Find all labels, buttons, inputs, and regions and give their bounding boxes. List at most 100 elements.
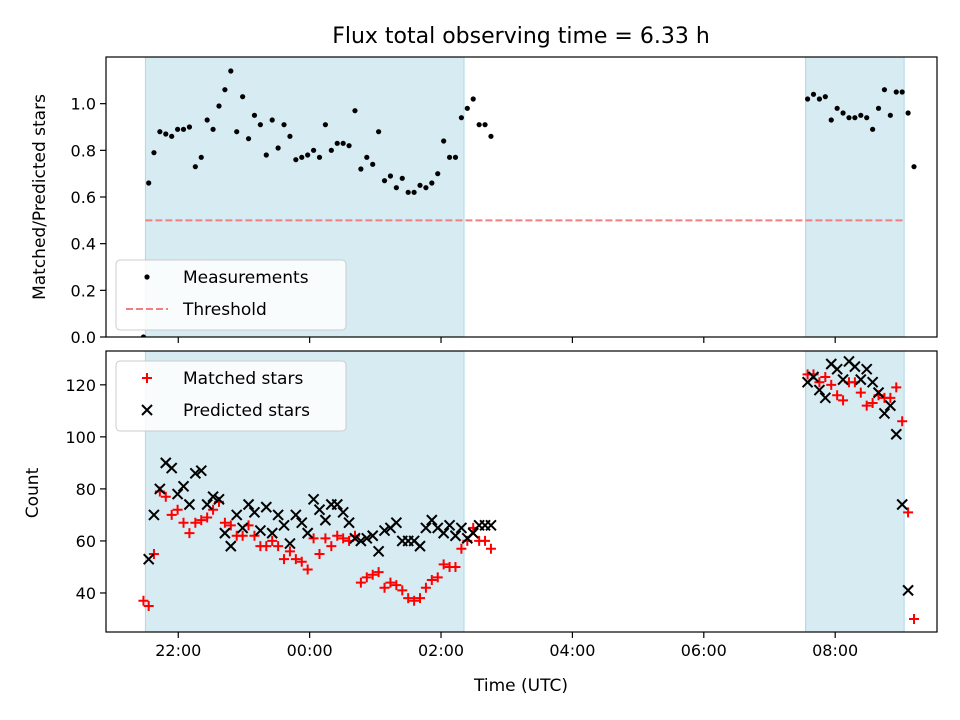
data-point-predicted-stars-32 [331, 498, 343, 511]
legend-label: Predicted stars [183, 401, 310, 421]
data-point-measurements-75 [893, 89, 899, 95]
data-point-measurements-24 [281, 122, 287, 128]
data-point-matched-stars-48 [420, 582, 431, 593]
legend-box [115, 259, 347, 331]
data-point-matched-stars-2 [148, 548, 159, 559]
y-tick-label: 60 [76, 532, 96, 551]
data-point-predicted-stars-75 [896, 498, 908, 511]
data-point-matched-stars-53 [450, 561, 461, 572]
data-point-measurements-70 [864, 115, 870, 121]
data-point-predicted-stars-2 [154, 483, 166, 495]
data-point-matched-stars-62 [814, 377, 825, 388]
data-point-matched-stars-42 [385, 577, 396, 588]
data-point-matched-stars-70 [861, 400, 872, 411]
data-point-measurements-20 [257, 122, 263, 128]
data-point-predicted-stars-8 [189, 467, 202, 479]
data-point-predicted-stars-25 [290, 509, 302, 521]
data-point-matched-stars-76 [897, 416, 908, 427]
x-tick-label: 22:00 [155, 641, 201, 660]
data-point-predicted-stars-61 [813, 384, 826, 396]
data-point-predicted-stars-46 [414, 540, 426, 552]
data-point-measurements-4 [163, 131, 169, 137]
data-point-predicted-stars-48 [426, 514, 438, 526]
data-point-measurements-1 [146, 180, 152, 186]
legend-marker-1 [141, 404, 153, 416]
data-point-matched-stars-41 [379, 582, 390, 593]
y-tick-label: 120 [65, 376, 96, 395]
data-point-matched-stars-19 [249, 530, 260, 541]
data-point-measurements-6 [175, 126, 181, 132]
x-axis-label: Time (UTC) [473, 676, 568, 696]
data-point-matched-stars-12 [208, 504, 219, 515]
data-point-measurements-64 [828, 117, 834, 123]
data-point-matched-stars-28 [302, 564, 313, 575]
data-point-predicted-stars-7 [183, 498, 196, 511]
legend-marker-0 [144, 274, 150, 280]
data-point-measurements-63 [822, 94, 828, 100]
data-point-predicted-stars-9 [195, 464, 207, 477]
data-point-predicted-stars-6 [177, 480, 190, 493]
data-point-measurements-9 [192, 164, 198, 170]
data-point-measurements-73 [881, 87, 888, 93]
data-point-matched-stars-71 [867, 398, 878, 409]
data-point-matched-stars-78 [909, 613, 920, 624]
data-point-measurements-31 [322, 122, 329, 128]
legend-label: Matched stars [183, 369, 303, 389]
data-point-predicted-stars-68 [855, 373, 867, 386]
data-point-measurements-66 [840, 110, 846, 116]
chart-title: Flux total observing time = 6.33 h [332, 24, 710, 49]
data-point-measurements-30 [316, 154, 323, 160]
data-point-predicted-stars-60 [807, 371, 820, 383]
data-point-matched-stars-43 [391, 580, 402, 591]
x-tick-label: 00:00 [287, 641, 333, 660]
data-point-measurements-65 [834, 105, 840, 111]
data-point-matched-stars-33 [332, 530, 343, 541]
data-point-measurements-21 [263, 152, 269, 158]
data-point-matched-stars-32 [326, 541, 337, 552]
axes-frame-count [105, 350, 938, 633]
data-point-measurements-42 [387, 173, 394, 179]
data-point-predicted-stars-18 [248, 506, 261, 519]
data-point-measurements-51 [441, 138, 447, 144]
data-point-measurements-25 [287, 133, 293, 139]
data-point-predicted-stars-14 [225, 540, 237, 552]
data-point-matched-stars-74 [885, 392, 896, 403]
legend-marker-0 [142, 373, 152, 383]
data-point-matched-stars-29 [308, 533, 319, 544]
data-point-measurements-38 [364, 154, 370, 160]
data-point-predicted-stars-0 [142, 553, 155, 565]
data-point-predicted-stars-1 [148, 509, 160, 521]
plot-area-count [138, 355, 920, 624]
legend-ratio: Measurements Threshold [115, 259, 347, 331]
data-point-predicted-stars-38 [367, 530, 379, 542]
data-point-measurements-18 [245, 136, 252, 142]
data-point-measurements-39 [370, 161, 376, 167]
data-point-measurements-47 [417, 182, 423, 188]
y-tick-label: 0.4 [71, 235, 96, 254]
data-point-measurements-5 [169, 133, 175, 139]
data-point-predicted-stars-67 [849, 360, 861, 373]
data-point-predicted-stars-13 [219, 527, 231, 539]
data-point-matched-stars-6 [172, 504, 183, 515]
data-point-matched-stars-21 [261, 541, 272, 552]
data-point-predicted-stars-29 [313, 504, 326, 516]
data-point-measurements-2 [151, 150, 157, 156]
data-point-predicted-stars-65 [837, 373, 849, 386]
data-point-predicted-stars-27 [301, 527, 314, 539]
data-point-predicted-stars-26 [296, 517, 308, 529]
data-point-predicted-stars-53 [455, 522, 468, 534]
x-tick-label: 04:00 [549, 641, 595, 660]
data-point-predicted-stars-37 [361, 532, 373, 545]
data-point-measurements-12 [210, 126, 216, 132]
data-point-predicted-stars-69 [861, 363, 873, 375]
data-point-measurements-53 [452, 154, 459, 160]
data-point-matched-stars-22 [267, 535, 278, 546]
data-point-measurements-3 [157, 129, 163, 135]
data-point-predicted-stars-21 [266, 527, 278, 539]
x-tick-label: 08:00 [812, 641, 858, 660]
data-point-measurements-49 [429, 180, 435, 186]
data-point-predicted-stars-30 [319, 514, 332, 526]
data-point-matched-stars-26 [290, 554, 301, 565]
data-point-measurements-77 [905, 110, 911, 116]
data-point-matched-stars-9 [190, 517, 201, 528]
